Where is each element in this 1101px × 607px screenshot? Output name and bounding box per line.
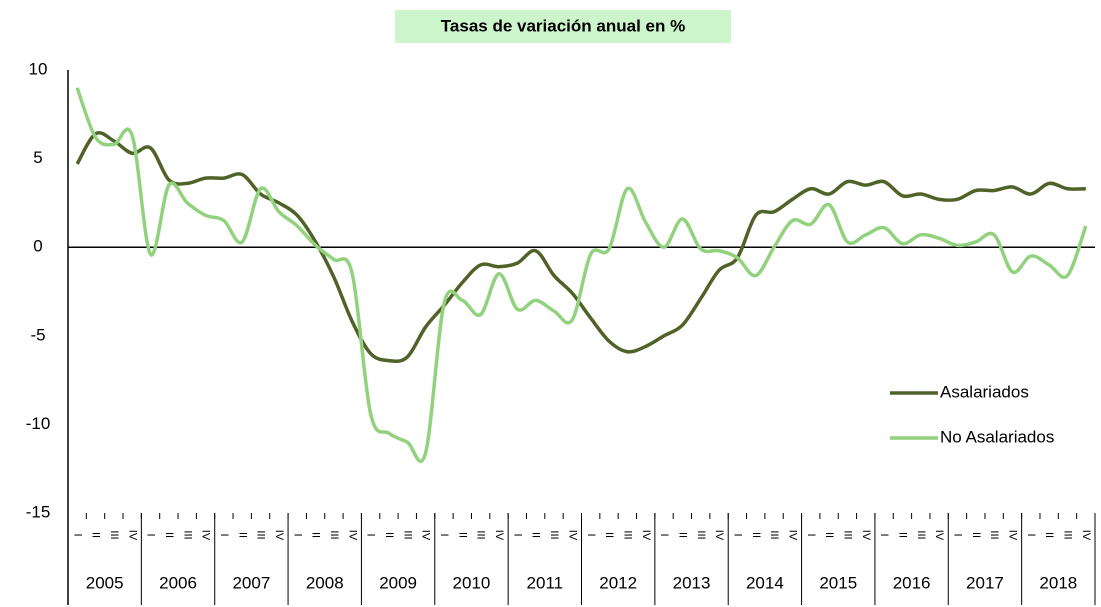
quarter-label: I	[291, 533, 303, 536]
year-label: 2007	[232, 573, 270, 592]
quarter-label: II	[897, 532, 909, 538]
quarter-label: I	[71, 533, 83, 536]
year-label: 2013	[673, 573, 711, 592]
quarter-label: II	[383, 532, 395, 538]
chart-title: Tasas de variación anual en %	[441, 16, 685, 35]
year-label: 2011	[527, 573, 564, 592]
quarter-label: II	[1043, 532, 1055, 538]
y-tick-label: 10	[29, 59, 48, 78]
quarter-label: II	[236, 532, 248, 538]
y-tick-label: 0	[33, 237, 42, 256]
quarter-label: IV	[566, 530, 578, 541]
quarter-label: III	[548, 530, 560, 539]
quarter-label: III	[255, 530, 267, 539]
quarter-label: III	[108, 530, 120, 539]
year-label: 2006	[159, 573, 197, 592]
year-label: 2010	[453, 573, 491, 592]
quarter-label: I	[952, 533, 964, 536]
quarter-label: III	[401, 530, 413, 539]
quarter-label: II	[310, 532, 322, 538]
quarter-label: IV	[933, 530, 945, 541]
quarter-label: I	[658, 533, 670, 536]
year-label: 2015	[819, 573, 857, 592]
quarter-label: I	[438, 533, 450, 536]
quarter-label: I	[511, 533, 523, 536]
quarter-label: I	[365, 533, 377, 536]
y-tick-label: -5	[30, 325, 45, 344]
quarter-label: III	[181, 530, 193, 539]
quarter-label: IV	[200, 530, 212, 541]
year-label: 2012	[599, 573, 637, 592]
quarter-label: I	[878, 533, 890, 536]
year-label: 2009	[379, 573, 417, 592]
quarter-label: III	[1062, 530, 1074, 539]
quarter-label: IV	[346, 530, 358, 541]
quarter-label: II	[970, 532, 982, 538]
legend-label: Asalariados	[940, 382, 1029, 401]
quarter-label: III	[768, 530, 780, 539]
quarter-label: IV	[860, 530, 872, 541]
quarter-label: III	[475, 530, 487, 539]
year-label: 2018	[1039, 573, 1077, 592]
year-label: 2014	[746, 573, 784, 592]
year-label: 2008	[306, 573, 344, 592]
quarter-label: II	[823, 532, 835, 538]
quarter-label: II	[90, 532, 102, 538]
quarter-label: III	[621, 530, 633, 539]
quarter-label: IV	[1007, 530, 1019, 541]
quarter-label: I	[1025, 533, 1037, 536]
title-background	[395, 10, 731, 43]
quarter-label: IV	[420, 530, 432, 541]
quarter-label: IV	[126, 530, 138, 541]
quarter-label: I	[218, 533, 230, 536]
quarter-label: II	[603, 532, 615, 538]
quarter-label: III	[328, 530, 340, 539]
quarter-label: II	[456, 532, 468, 538]
quarter-label: IV	[273, 530, 285, 541]
quarter-label: II	[676, 532, 688, 538]
quarter-label: IV	[786, 530, 798, 541]
quarter-label: I	[585, 533, 597, 536]
y-tick-label: -15	[26, 502, 51, 521]
series-line	[75, 87, 1088, 464]
quarter-label: IV	[713, 530, 725, 541]
quarter-label: I	[805, 533, 817, 536]
year-label: 2016	[893, 573, 931, 592]
quarter-label: I	[731, 533, 743, 536]
quarter-label: I	[145, 533, 157, 536]
quarter-label: II	[163, 532, 175, 538]
year-label: 2005	[86, 573, 124, 592]
quarter-label: IV	[1080, 530, 1092, 541]
y-tick-label: 5	[33, 148, 42, 167]
y-tick-label: -10	[26, 414, 51, 433]
quarter-label: III	[695, 530, 707, 539]
quarter-label: II	[750, 532, 762, 538]
quarter-label: IV	[640, 530, 652, 541]
quarter-label: III	[842, 530, 854, 539]
year-label: 2017	[966, 573, 1004, 592]
series-line	[75, 131, 1086, 363]
quarter-label: IV	[493, 530, 505, 541]
legend-label: No Asalariados	[940, 427, 1054, 446]
quarter-label: III	[915, 530, 927, 539]
quarter-label: II	[530, 532, 542, 538]
quarter-label: III	[988, 530, 1000, 539]
